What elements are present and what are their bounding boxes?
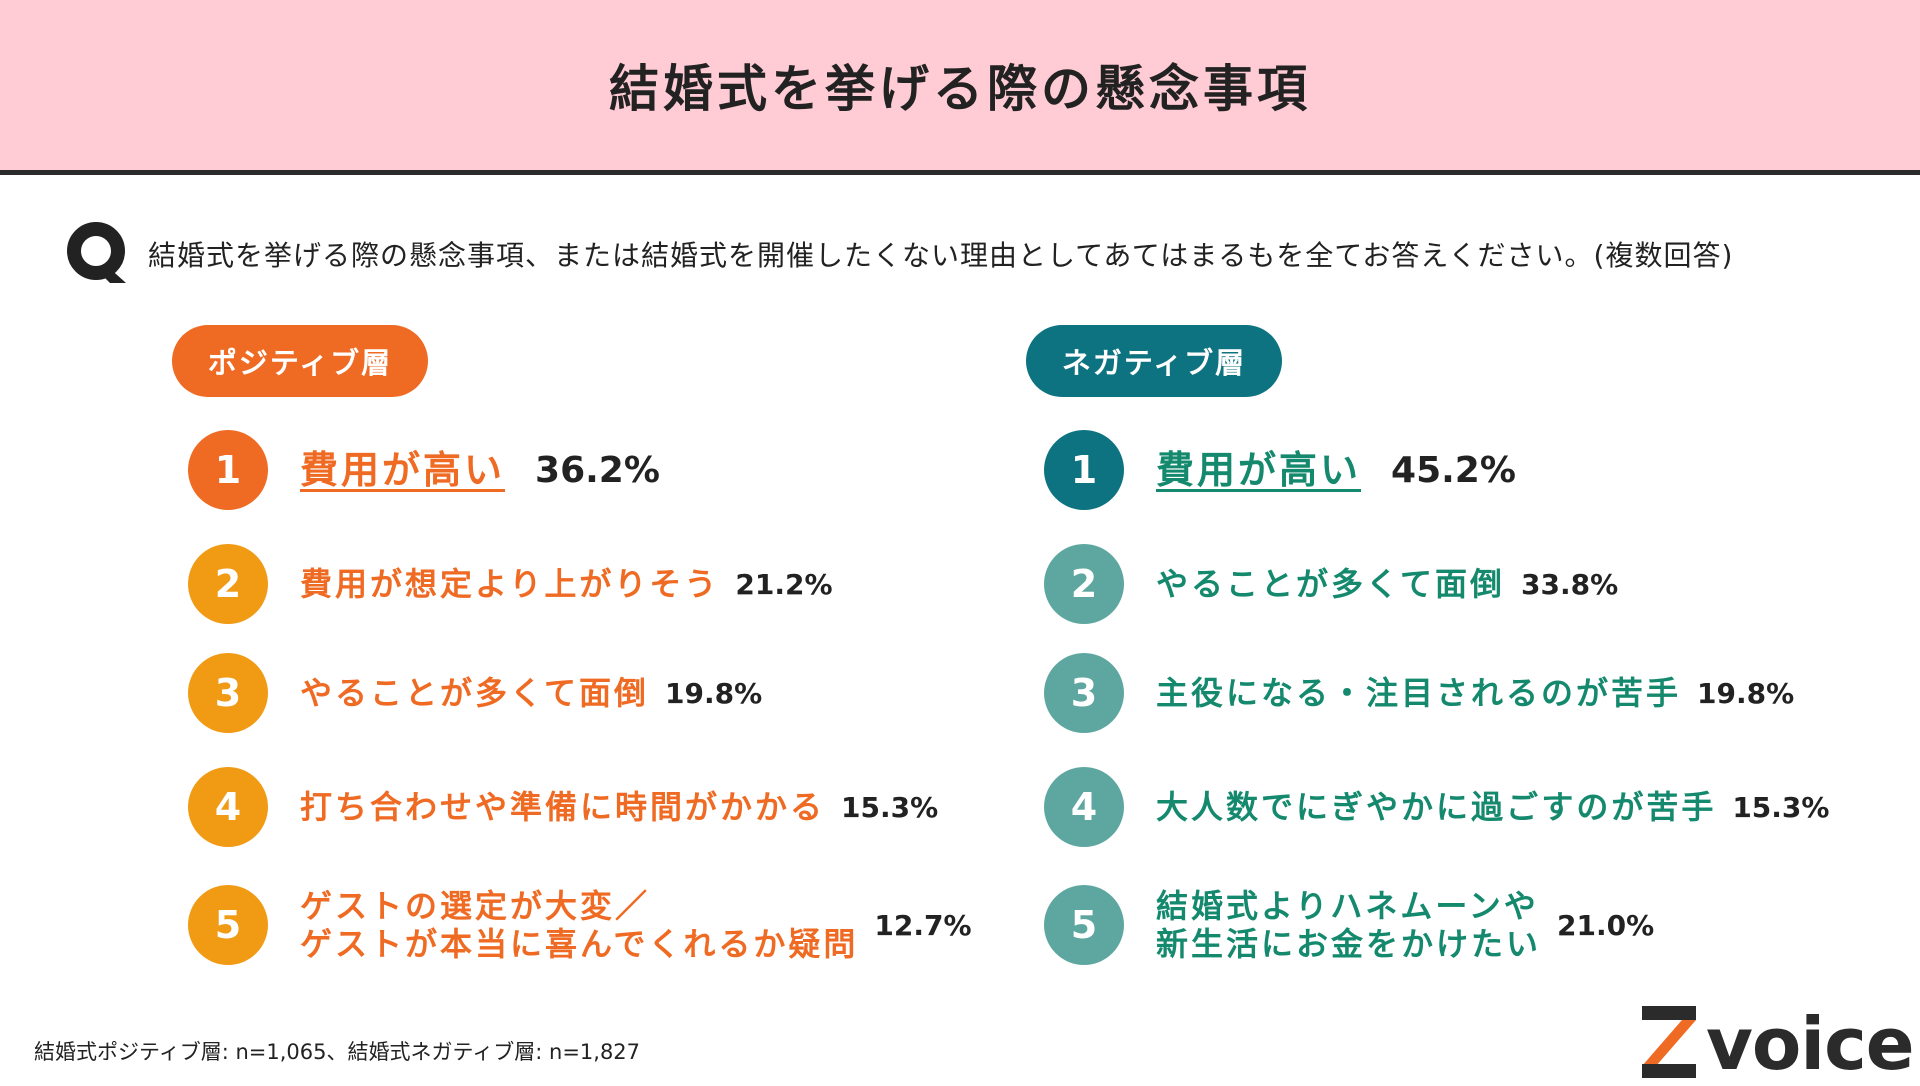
positive-rank-4: 4 打ち合わせや準備に時間がかかる 15.3% xyxy=(188,767,938,847)
rank-number-badge: 1 xyxy=(188,430,268,510)
rank-label: やることが多くて面倒 xyxy=(1156,565,1506,603)
question-text: 結婚式を挙げる際の懸念事項、または結婚式を開催したくない理由としてあてはまるもを… xyxy=(148,239,1734,272)
rank-percentage: 12.7% xyxy=(874,908,972,942)
negative-rank-2: 2 やることが多くて面倒 33.8% xyxy=(1044,544,1618,624)
negative-rank-5: 5 結婚式よりハネムーンや 新生活にお金をかけたい 21.0% xyxy=(1044,885,1654,965)
rank-percentage: 36.2% xyxy=(535,449,660,491)
header-banner: 結婚式を挙げる際の懸念事項 xyxy=(0,0,1920,175)
rank-percentage: 19.8% xyxy=(1697,676,1795,710)
rank-label: 費用が高い xyxy=(1156,448,1362,492)
positive-rank-5: 5 ゲストの選定が大変／ ゲストが本当に喜んでくれるか疑問 12.7% xyxy=(188,885,972,965)
question-row: 結婚式を挙げる際の懸念事項、または結婚式を開催したくない理由としてあてはまるもを… xyxy=(66,222,1866,286)
negative-group-label: ネガティブ層 xyxy=(1026,325,1282,397)
negative-rank-1: 1 費用が高い 45.2% xyxy=(1044,430,1516,510)
brand-logo: voice xyxy=(1640,1000,1920,1080)
rank-number-badge: 4 xyxy=(1044,767,1124,847)
rank-label: 打ち合わせや準備に時間がかかる xyxy=(300,788,826,826)
rank-label: 主役になる・注目されるのが苦手 xyxy=(1156,674,1682,712)
rank-label: 費用が想定より上がりそう xyxy=(300,565,720,603)
rank-percentage: 45.2% xyxy=(1391,449,1516,491)
rank-label-line-1: ゲストの選定が大変／ xyxy=(300,887,651,925)
rank-percentage: 15.3% xyxy=(841,790,939,824)
rank-number-badge: 2 xyxy=(1044,544,1124,624)
positive-rank-1: 1 費用が高い 36.2% xyxy=(188,430,660,510)
rank-number-badge: 5 xyxy=(1044,885,1124,965)
negative-rank-3: 3 主役になる・注目されるのが苦手 19.8% xyxy=(1044,653,1794,733)
sample-size-footnote: 結婚式ポジティブ層: n=1,065、結婚式ネガティブ層: n=1,827 xyxy=(34,1040,641,1064)
positive-group-label: ポジティブ層 xyxy=(172,325,428,397)
rank-number-badge: 4 xyxy=(188,767,268,847)
rank-number-badge: 3 xyxy=(1044,653,1124,733)
rank-label: ゲストの選定が大変／ ゲストが本当に喜んでくれるか疑問 xyxy=(300,887,858,963)
rank-number-badge: 1 xyxy=(1044,430,1124,510)
negative-rank-4: 4 大人数でにぎやかに過ごすのが苦手 15.3% xyxy=(1044,767,1829,847)
logo-wordmark: voice xyxy=(1706,1002,1915,1086)
rank-number-badge: 2 xyxy=(188,544,268,624)
rank-label: やることが多くて面倒 xyxy=(300,674,650,712)
rank-label: 費用が高い xyxy=(300,448,506,492)
positive-rank-3: 3 やることが多くて面倒 19.8% xyxy=(188,653,762,733)
rank-percentage: 15.3% xyxy=(1732,790,1830,824)
q-icon xyxy=(67,222,126,283)
page-title: 結婚式を挙げる際の懸念事項 xyxy=(609,60,1311,118)
rank-label-line-2: ゲストが本当に喜んでくれるか疑問 xyxy=(300,925,859,963)
rank-percentage: 21.0% xyxy=(1557,908,1655,942)
rank-number-badge: 3 xyxy=(188,653,268,733)
rank-label-line-2: 新生活にお金をかけたい xyxy=(1156,925,1542,963)
rank-percentage: 19.8% xyxy=(665,676,763,710)
rank-label: 結婚式よりハネムーンや 新生活にお金をかけたい xyxy=(1156,887,1541,963)
positive-rank-2: 2 費用が想定より上がりそう 21.2% xyxy=(188,544,833,624)
z-logo-icon xyxy=(1642,1006,1696,1078)
rank-percentage: 33.8% xyxy=(1521,567,1619,601)
rank-percentage: 21.2% xyxy=(735,567,833,601)
rank-label-line-1: 結婚式よりハネムーンや xyxy=(1156,887,1539,925)
rank-label: 大人数でにぎやかに過ごすのが苦手 xyxy=(1156,788,1717,826)
rank-number-badge: 5 xyxy=(188,885,268,965)
